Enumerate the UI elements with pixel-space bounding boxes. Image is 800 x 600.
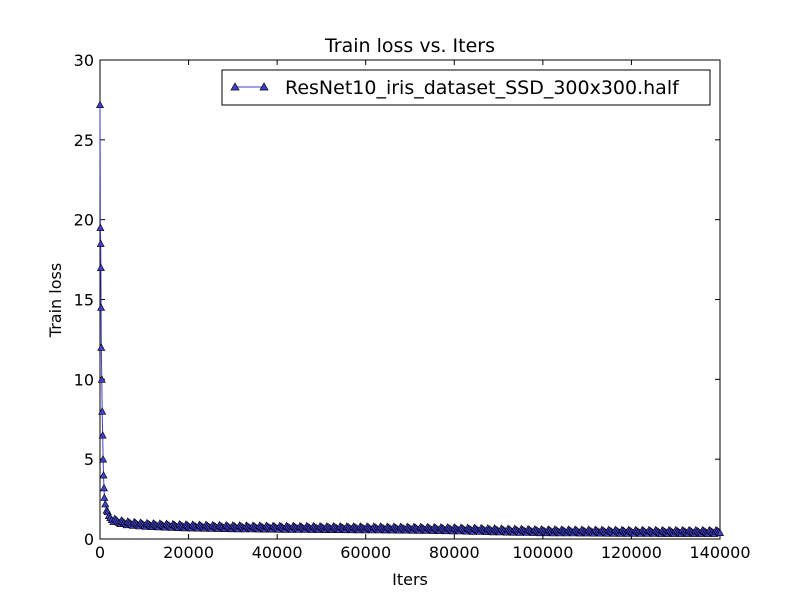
chart-title: Train loss vs. Iters [324,35,495,57]
y-tick-label: 30 [74,51,94,70]
data-point-marker [98,407,107,415]
plot-area [99,59,721,540]
data-point-marker [96,239,105,247]
data-point-marker [97,303,106,311]
series-layer [95,100,725,537]
x-axis-label: Iters [392,570,428,589]
axis-ticks: 0 20000 40000 60000 80000 100000 120000 140000 0… [74,51,751,562]
x-tick-label: 60000 [340,543,391,562]
x-tick-label: 20000 [163,543,214,562]
data-point-marker [99,455,108,463]
x-tick-label: 100000 [512,543,573,562]
data-point-marker [100,493,109,501]
x-tick-label: 40000 [252,543,303,562]
legend-series-label: ResNet10_iris_dataset_SSD_300x300.half [285,77,680,99]
legend-marker-triangle [230,82,240,91]
data-point-marker [96,263,105,271]
x-tick-label: 140000 [689,543,750,562]
data-point-marker [97,375,106,383]
y-tick-label: 25 [74,131,94,150]
x-tick-label: 120000 [601,543,662,562]
data-point-marker [715,528,725,537]
x-tick-label: 0 [95,543,105,562]
legend: ResNet10_iris_dataset_SSD_300x300.half [221,69,711,106]
y-tick-label: 5 [84,450,94,469]
data-point-marker [99,470,108,479]
x-tick-label: 80000 [429,543,480,562]
data-point-marker [95,100,105,108]
data-point-marker [97,343,106,351]
y-tick-label: 10 [74,370,94,389]
legend-marker-triangle [259,82,269,91]
y-tick-label: 20 [74,211,94,230]
y-tick-label: 15 [74,291,94,310]
data-point-marker [98,431,107,439]
legend-box [221,69,711,106]
data-point-marker [101,499,110,508]
y-tick-label: 0 [84,530,94,549]
data-point-marker [99,483,109,492]
y-axis-label: Train loss [46,263,65,338]
data-point-marker [96,223,105,231]
